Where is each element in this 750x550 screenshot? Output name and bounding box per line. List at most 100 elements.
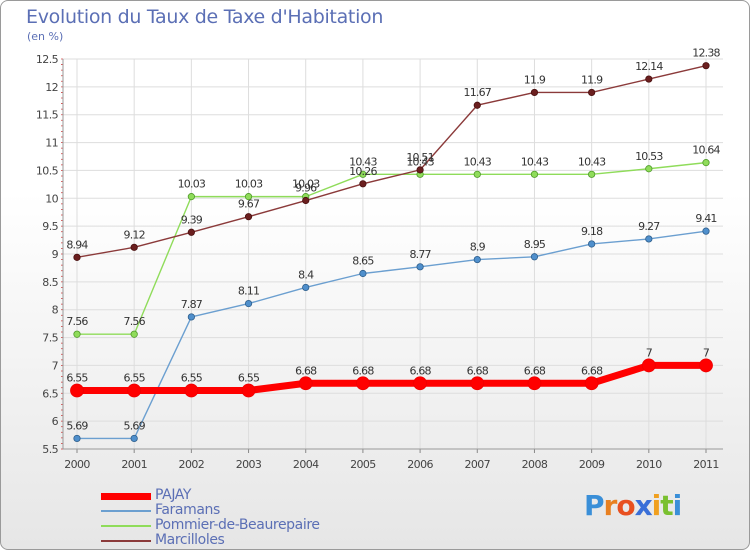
data-label-faramans: 5.69 bbox=[124, 419, 146, 432]
x-tick-label: 2002 bbox=[179, 458, 205, 471]
y-tick-label: 7 bbox=[52, 359, 59, 372]
legend-label-pommier: Pommier-de-Beaurepaire bbox=[155, 517, 320, 533]
legend-swatch-faramans bbox=[101, 510, 151, 512]
x-tick-label: 2011 bbox=[693, 458, 719, 471]
data-label-marcilloles: 9.67 bbox=[238, 198, 260, 211]
data-point-faramans bbox=[473, 255, 481, 264]
x-tick-label: 2000 bbox=[64, 458, 90, 471]
data-point-pommier-de-beaurepaire bbox=[187, 193, 195, 201]
data-label-pajay: 6.55 bbox=[124, 372, 146, 385]
data-label-pajay: 7 bbox=[703, 346, 710, 359]
data-label-pommier-de-beaurepaire: 10.03 bbox=[235, 178, 263, 191]
chart-title: Evolution du Taux de Taxe d'Habitation bbox=[26, 6, 384, 28]
data-point-pajay bbox=[584, 376, 599, 391]
x-tick-label: 2003 bbox=[236, 458, 262, 471]
data-point-faramans bbox=[130, 434, 138, 443]
x-tick-label: 2009 bbox=[579, 458, 605, 471]
data-point-faramans bbox=[588, 240, 596, 248]
y-tick-label: 7.5 bbox=[42, 332, 58, 345]
data-point-marcilloles bbox=[588, 88, 596, 97]
data-label-pommier-de-beaurepaire: 10.64 bbox=[692, 144, 720, 157]
data-label-pajay: 6.68 bbox=[467, 364, 489, 377]
data-point-pajay bbox=[241, 383, 256, 398]
x-tick-label: 2004 bbox=[293, 458, 319, 471]
proxiti-logo: Proxiti bbox=[584, 489, 683, 522]
series-line-faramans bbox=[77, 230, 707, 440]
logo-letter: i bbox=[672, 489, 683, 522]
data-point-pajay bbox=[70, 383, 84, 398]
data-point-pajay bbox=[699, 358, 713, 373]
data-point-pommier-de-beaurepaire bbox=[530, 170, 539, 178]
x-tick-label: 2005 bbox=[350, 458, 376, 471]
logo-letter: i bbox=[651, 489, 662, 522]
x-tick-label: 2006 bbox=[407, 458, 433, 471]
data-label-marcilloles: 11.67 bbox=[464, 86, 492, 99]
y-tick-label: 10.5 bbox=[36, 164, 59, 177]
y-tick-label: 5.5 bbox=[42, 443, 58, 456]
data-point-marcilloles bbox=[73, 253, 81, 261]
data-point-pajay bbox=[184, 383, 199, 398]
data-point-faramans bbox=[530, 253, 539, 261]
data-label-marcilloles: 11.9 bbox=[524, 73, 546, 86]
data-point-marcilloles bbox=[187, 228, 195, 236]
data-label-marcilloles: 10.26 bbox=[349, 165, 377, 178]
data-point-pajay bbox=[641, 358, 656, 373]
data-point-marcilloles bbox=[645, 75, 653, 83]
data-label-marcilloles: 12.14 bbox=[635, 60, 663, 73]
legend-swatch-pajay bbox=[101, 493, 151, 500]
y-tick-label: 9.5 bbox=[42, 220, 58, 233]
y-tick-label: 10 bbox=[45, 192, 58, 205]
logo-letter: P bbox=[584, 489, 605, 522]
data-label-pajay: 6.68 bbox=[581, 364, 603, 377]
x-tick-label: 2008 bbox=[522, 458, 548, 471]
data-point-pommier-de-beaurepaire bbox=[473, 170, 481, 178]
data-point-pajay bbox=[298, 376, 313, 391]
data-label-faramans: 8.9 bbox=[470, 241, 486, 254]
y-tick-label: 11 bbox=[45, 137, 58, 150]
series-line-pajay bbox=[77, 361, 706, 394]
y-tick-label: 11.5 bbox=[36, 109, 59, 122]
y-tick-label: 8 bbox=[52, 304, 59, 317]
data-point-marcilloles bbox=[702, 62, 710, 70]
y-tick-label: 8.5 bbox=[42, 276, 58, 289]
logo-letter: t bbox=[660, 489, 673, 522]
data-point-faramans bbox=[416, 263, 424, 271]
series-line-pommier-de-beaurepaire bbox=[77, 161, 707, 335]
data-label-faramans: 8.11 bbox=[238, 285, 259, 298]
data-point-pajay bbox=[356, 376, 370, 391]
data-label-marcilloles: 8.94 bbox=[66, 238, 88, 251]
data-point-marcilloles bbox=[530, 88, 539, 97]
data-label-pommier-de-beaurepaire: 10.03 bbox=[178, 178, 206, 191]
data-point-marcilloles bbox=[244, 213, 253, 221]
data-label-marcilloles: 9.12 bbox=[124, 228, 145, 241]
data-label-pommier-de-beaurepaire: 10.43 bbox=[406, 155, 434, 168]
series-line-marcilloles bbox=[76, 65, 707, 259]
data-point-pajay bbox=[527, 376, 542, 391]
legend-swatch-marcilloles bbox=[101, 540, 151, 542]
logo-letter: r bbox=[603, 489, 618, 522]
data-label-faramans: 9.27 bbox=[638, 220, 660, 233]
legend-label-faramans: Faramans bbox=[155, 502, 220, 518]
data-point-marcilloles bbox=[130, 243, 138, 251]
y-tick-label: 12.5 bbox=[36, 53, 59, 66]
data-label-marcilloles: 9.39 bbox=[181, 213, 203, 226]
legend-swatch-pommier bbox=[101, 525, 151, 527]
data-label-faramans: 7.87 bbox=[181, 298, 203, 311]
data-label-faramans: 8.95 bbox=[524, 238, 546, 251]
data-point-pommier-de-beaurepaire bbox=[359, 170, 367, 178]
chart-subtitle: (en %) bbox=[27, 30, 64, 43]
data-label-faramans: 9.41 bbox=[695, 212, 716, 225]
data-point-faramans bbox=[645, 235, 653, 243]
data-point-faramans bbox=[187, 313, 195, 321]
data-label-pajay: 6.68 bbox=[409, 364, 431, 377]
x-tick-label: 2007 bbox=[464, 458, 490, 471]
data-label-faramans: 8.77 bbox=[409, 248, 431, 261]
data-label-pommier-de-beaurepaire: 10.43 bbox=[349, 155, 377, 168]
data-label-marcilloles: 9.96 bbox=[295, 182, 317, 195]
data-point-pommier-de-beaurepaire bbox=[588, 170, 596, 178]
data-point-faramans bbox=[244, 299, 253, 308]
data-label-marcilloles: 12.38 bbox=[692, 47, 720, 60]
data-point-marcilloles bbox=[359, 180, 367, 188]
data-label-pommier-de-beaurepaire: 7.56 bbox=[124, 315, 146, 328]
